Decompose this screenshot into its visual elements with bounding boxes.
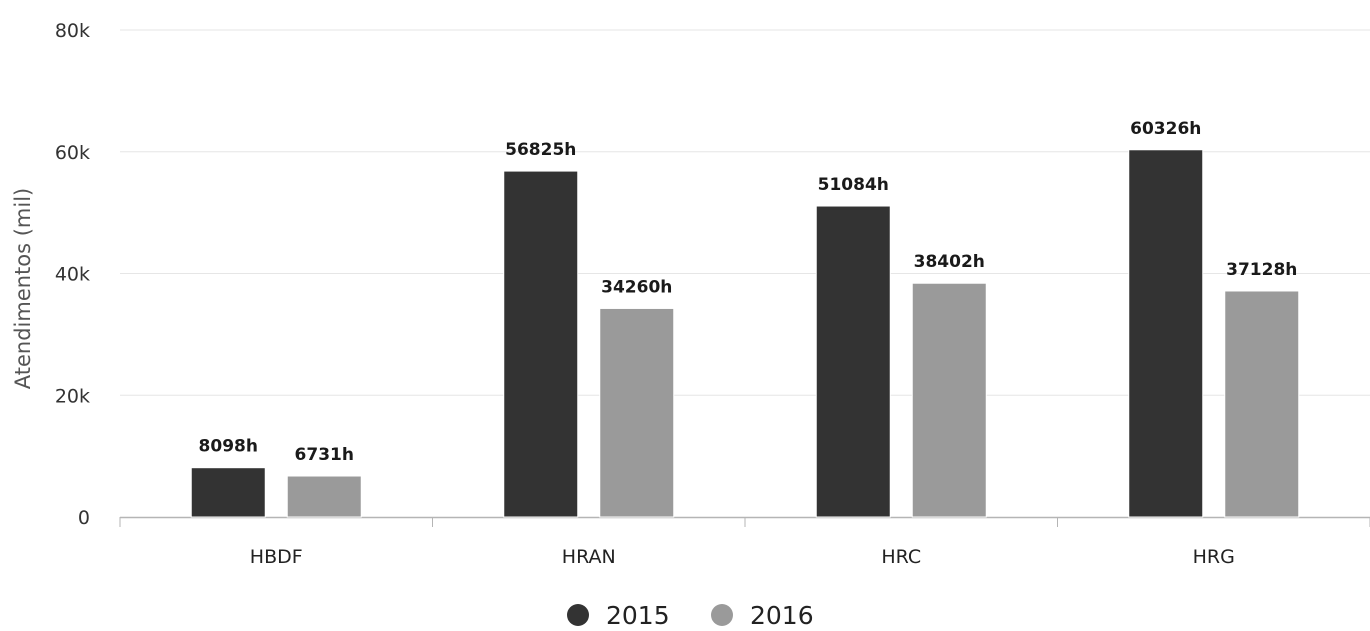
data-label: 6731h: [295, 445, 354, 465]
x-tick-label: HRC: [881, 546, 921, 568]
bar-hrc-2016[interactable]: [911, 282, 987, 518]
legend-label: 2015: [606, 601, 670, 630]
data-label: 56825h: [505, 140, 576, 160]
y-tick-label: 60k: [55, 142, 90, 164]
y-tick-label: 40k: [55, 264, 90, 286]
data-label: 51084h: [818, 175, 889, 195]
y-tick-label: 80k: [55, 20, 90, 42]
y-tick-label: 0: [78, 507, 90, 529]
bar-hbdf-2015[interactable]: [190, 467, 266, 518]
data-label: 38402h: [914, 252, 985, 272]
legend-label: 2016: [750, 601, 814, 630]
bar-hran-2015[interactable]: [503, 170, 579, 518]
data-label: 34260h: [601, 277, 672, 297]
data-label: 60326h: [1130, 119, 1201, 139]
legend-marker: [711, 604, 733, 626]
legend[interactable]: 2015 2016: [567, 601, 814, 630]
bar-hran-2016[interactable]: [599, 307, 675, 518]
x-tick-label: HBDF: [250, 546, 303, 568]
bar-hbdf-2016[interactable]: [286, 475, 362, 518]
legend-item-2016[interactable]: 2016: [711, 601, 814, 630]
x-tick-label: HRAN: [562, 546, 616, 568]
y-axis: 0 20k 40k 60k 80k: [55, 20, 90, 529]
x-tick-label: HRG: [1193, 546, 1235, 568]
bar-hrc-2015[interactable]: [815, 205, 891, 518]
bar-hrg-2016[interactable]: [1224, 290, 1300, 518]
x-axis: HBDF HRAN HRC HRG: [119, 516, 1370, 568]
y-tick-label: 20k: [55, 385, 90, 407]
bar-hrg-2015[interactable]: [1128, 149, 1204, 518]
data-labels: 8098h 6731h 56825h 34260h 51084h 38402h 60326h…: [199, 119, 1298, 465]
legend-item-2015[interactable]: 2015: [567, 601, 670, 630]
data-label: 8098h: [199, 437, 258, 457]
legend-marker: [567, 604, 589, 626]
y-axis-label: Atendimentos (mil): [11, 188, 35, 390]
data-label: 37128h: [1226, 260, 1297, 280]
bars: [190, 149, 1300, 518]
